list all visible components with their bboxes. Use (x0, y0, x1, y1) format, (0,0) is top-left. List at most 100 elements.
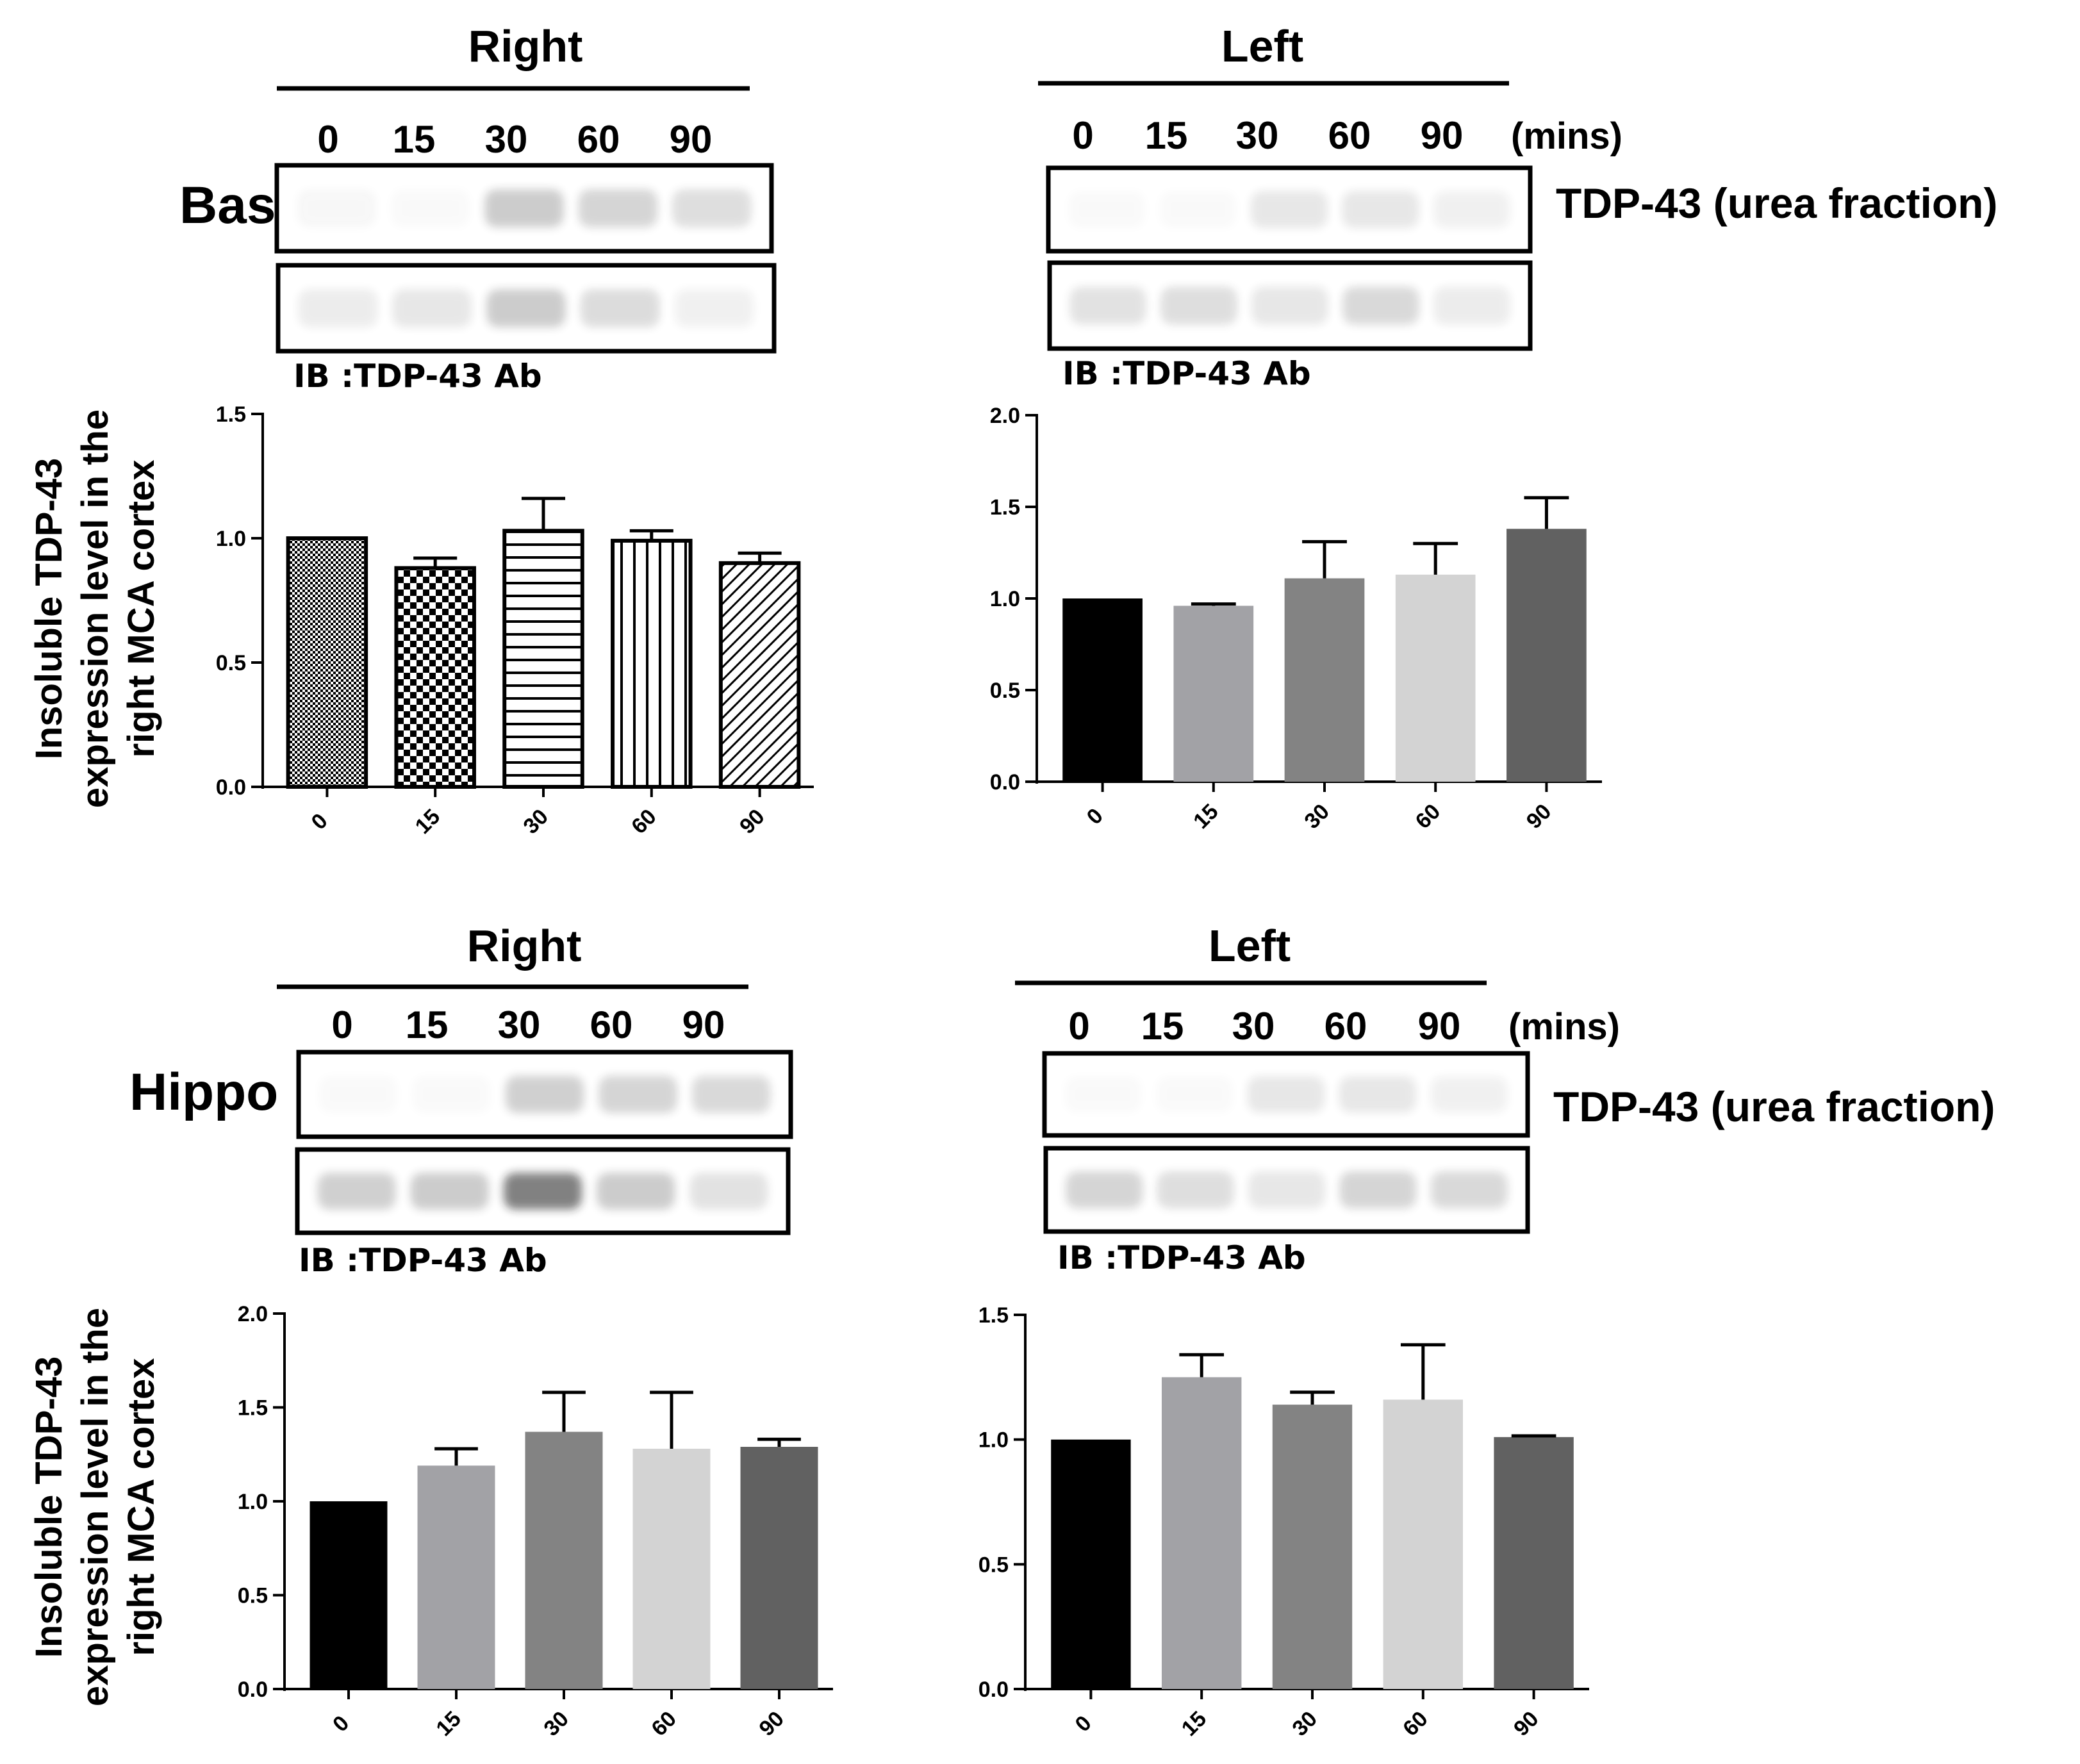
blot-band (598, 1075, 677, 1114)
lane-label: 0 (331, 1003, 352, 1046)
bar (1494, 1437, 1574, 1689)
blot-band (1339, 1076, 1416, 1113)
bar (1173, 606, 1254, 782)
ib-label: IB :TDP-43 Ab (293, 358, 542, 395)
bar (417, 1465, 495, 1689)
blot-band (1251, 191, 1328, 228)
lane-label: 30 (485, 118, 528, 161)
x-tick-label: 30 (1287, 1706, 1322, 1741)
side-label: Right (468, 21, 583, 71)
bar (525, 1431, 603, 1689)
lane-label: 90 (1418, 1005, 1461, 1048)
blot-band (674, 289, 754, 327)
blot-band (412, 1076, 490, 1113)
blot-band (504, 1173, 582, 1210)
y-tick-label: 2.0 (990, 404, 1020, 428)
blot-band (484, 189, 564, 227)
blot-strip (1046, 165, 1533, 254)
blot-band (392, 289, 472, 327)
side-label: Left (1209, 921, 1291, 971)
side-label: Right (467, 921, 582, 971)
blot-frame (295, 1147, 791, 1235)
x-tick-label: 15 (1177, 1706, 1212, 1741)
lane-label: 90 (670, 118, 713, 161)
y-axis-label-line: Insoluble TDP-43 (28, 458, 70, 760)
lane-label: 60 (1328, 114, 1371, 157)
bar (1383, 1399, 1464, 1689)
blot-band (1248, 1171, 1325, 1208)
bar (1272, 1405, 1353, 1689)
x-tick-label: 15 (1189, 799, 1223, 834)
time-unit-label: (mins) (1508, 1006, 1620, 1048)
blot-panel-baso-right: Right 0 15 30 60 90 IB :TDP-43 Ab (274, 21, 777, 395)
blot-frame (1043, 1146, 1530, 1234)
blot-strip (296, 1050, 793, 1139)
blot-band (1342, 286, 1419, 325)
y-tick-label: 1.5 (238, 1396, 268, 1421)
blot-panel-hippo-right: Right 0 15 30 60 90 IB :TDP-43 Ab (277, 921, 793, 1279)
lane-label: 30 (1232, 1005, 1275, 1048)
lane-label: 90 (682, 1003, 725, 1046)
lane-label: 15 (1141, 1005, 1184, 1048)
y-tick-label: 1.5 (978, 1303, 1009, 1328)
x-tick-label: 30 (1300, 799, 1334, 834)
bar (1062, 598, 1143, 782)
lane-label: 60 (1325, 1005, 1367, 1048)
y-axis-label-line: Insoluble TDP-43 (28, 1356, 70, 1658)
y-tick-label: 1.0 (238, 1490, 268, 1514)
blot-band (1066, 1171, 1143, 1208)
y-tick-label: 0.5 (978, 1553, 1009, 1577)
ib-label: IB :TDP-43 Ab (299, 1242, 547, 1279)
blot-band (1064, 1076, 1141, 1112)
blot-band (1156, 1076, 1233, 1112)
blot-band (1342, 191, 1419, 228)
blot-frame (1042, 1051, 1530, 1138)
lane-label: 30 (498, 1003, 541, 1046)
blot-band (581, 289, 660, 327)
ib-label: IB :TDP-43 Ab (1057, 1239, 1306, 1276)
y-tick-label: 2.0 (238, 1302, 268, 1326)
blot-label: TDP-43 (urea fraction) (1553, 1083, 1995, 1130)
blot-band (410, 1173, 489, 1210)
lane-label: 15 (393, 118, 436, 161)
blot-band (505, 1075, 584, 1114)
x-tick-label: 30 (539, 1706, 574, 1741)
lane-label: 90 (1421, 114, 1464, 157)
blot-band (692, 1075, 771, 1114)
x-tick-label: 90 (735, 804, 770, 839)
bar (310, 1501, 388, 1689)
lane-label: 30 (1236, 114, 1279, 157)
y-tick-label: 1.0 (978, 1428, 1009, 1453)
blot-band (1157, 1171, 1234, 1208)
x-tick-label: 0 (328, 1711, 354, 1736)
ib-label: IB :TDP-43 Ab (1062, 355, 1311, 392)
blot-band (1430, 1076, 1508, 1113)
y-tick-label: 0.0 (978, 1677, 1009, 1702)
x-tick-label: 0 (1070, 1711, 1096, 1736)
blot-strip (295, 1147, 791, 1235)
x-tick-label: 60 (1398, 1706, 1433, 1741)
lane-label: 15 (1145, 114, 1188, 157)
y-tick-label: 0.5 (990, 679, 1020, 703)
y-tick-label: 1.5 (990, 495, 1020, 520)
blot-band (672, 189, 752, 227)
lane-label: 60 (577, 118, 620, 161)
bar (1161, 1377, 1242, 1689)
blot-band (578, 189, 657, 227)
lane-label: 0 (317, 118, 338, 161)
blot-strip (1043, 1146, 1530, 1234)
y-axis-label-line: right MCA cortex (120, 1358, 162, 1656)
blot-strip (276, 263, 777, 354)
y-tick-label: 1.5 (216, 402, 246, 427)
bar (286, 536, 368, 789)
blot-band (1248, 1076, 1325, 1113)
bar (394, 566, 476, 789)
bar (740, 1447, 818, 1689)
x-tick-label: 0 (1082, 804, 1108, 829)
lane-label: 15 (406, 1003, 449, 1046)
bar-chart-hippo-right: 0.0 0.5 1.0 1.5 2.0 0 15 30 60 90 (238, 1302, 833, 1741)
lane-label: 60 (590, 1003, 633, 1046)
blot-band (391, 190, 470, 227)
y-tick-label: 0.5 (216, 651, 246, 675)
